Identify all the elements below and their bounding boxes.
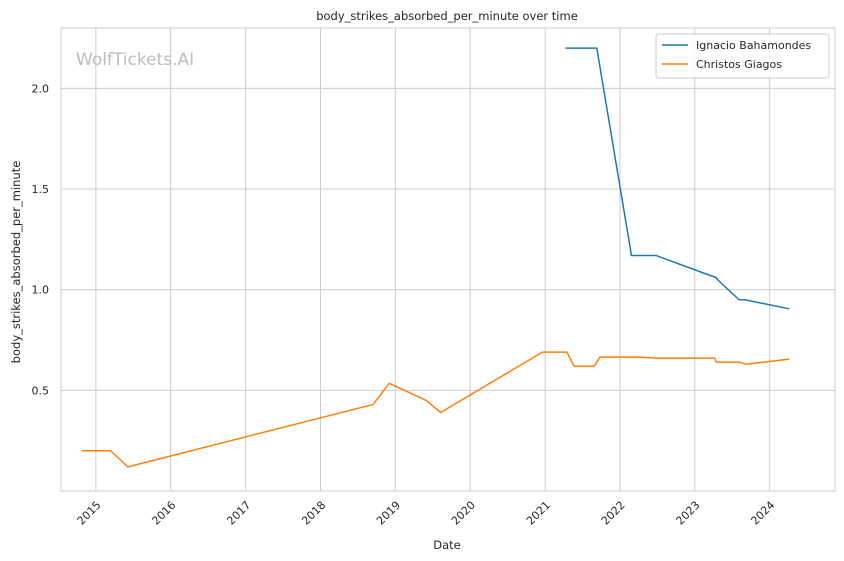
- x-tick-label: 2019: [374, 499, 403, 528]
- x-tick-label: 2018: [299, 499, 328, 528]
- y-axis: 0.5 1.0 1.5 2.0: [32, 82, 50, 397]
- y-axis-label: body_strikes_absorbed_per_minute: [9, 161, 23, 364]
- series-line-0: [565, 47, 790, 310]
- y-tick-label: 2.0: [32, 82, 50, 95]
- x-axis-label: Date: [433, 538, 461, 552]
- plot-frame: [60, 27, 836, 492]
- x-tick-label: 2017: [224, 499, 253, 528]
- y-tick-label: 1.5: [32, 183, 50, 196]
- x-tick-label: 2021: [524, 499, 553, 528]
- x-tick-label: 2024: [748, 499, 777, 528]
- gridlines: [61, 28, 835, 491]
- legend-box: [655, 33, 830, 79]
- x-tick-label: 2023: [674, 499, 703, 528]
- series-lines: [81, 47, 790, 468]
- plot-area: WolfTickets.AI: [60, 27, 836, 492]
- x-tick-label: 2016: [149, 499, 178, 528]
- legend: Ignacio Bahamondes Christos Giagos: [655, 33, 830, 79]
- x-tick-label: 2020: [449, 499, 478, 528]
- chart-title: body_strikes_absorbed_per_minute over ti…: [316, 9, 578, 23]
- x-tick-label: 2015: [75, 499, 104, 528]
- y-tick-label: 0.5: [32, 384, 50, 397]
- series-line-1: [81, 351, 790, 468]
- x-tick-label: 2022: [599, 499, 628, 528]
- legend-entry: Ignacio Bahamondes: [696, 39, 811, 52]
- x-axis: 2015 2016 2017 2018 2019 2020 2021 2022 2023 2024: [75, 499, 778, 528]
- watermark: WolfTickets.AI: [76, 50, 194, 70]
- y-tick-label: 1.0: [32, 284, 50, 297]
- legend-entry: Christos Giagos: [696, 58, 782, 71]
